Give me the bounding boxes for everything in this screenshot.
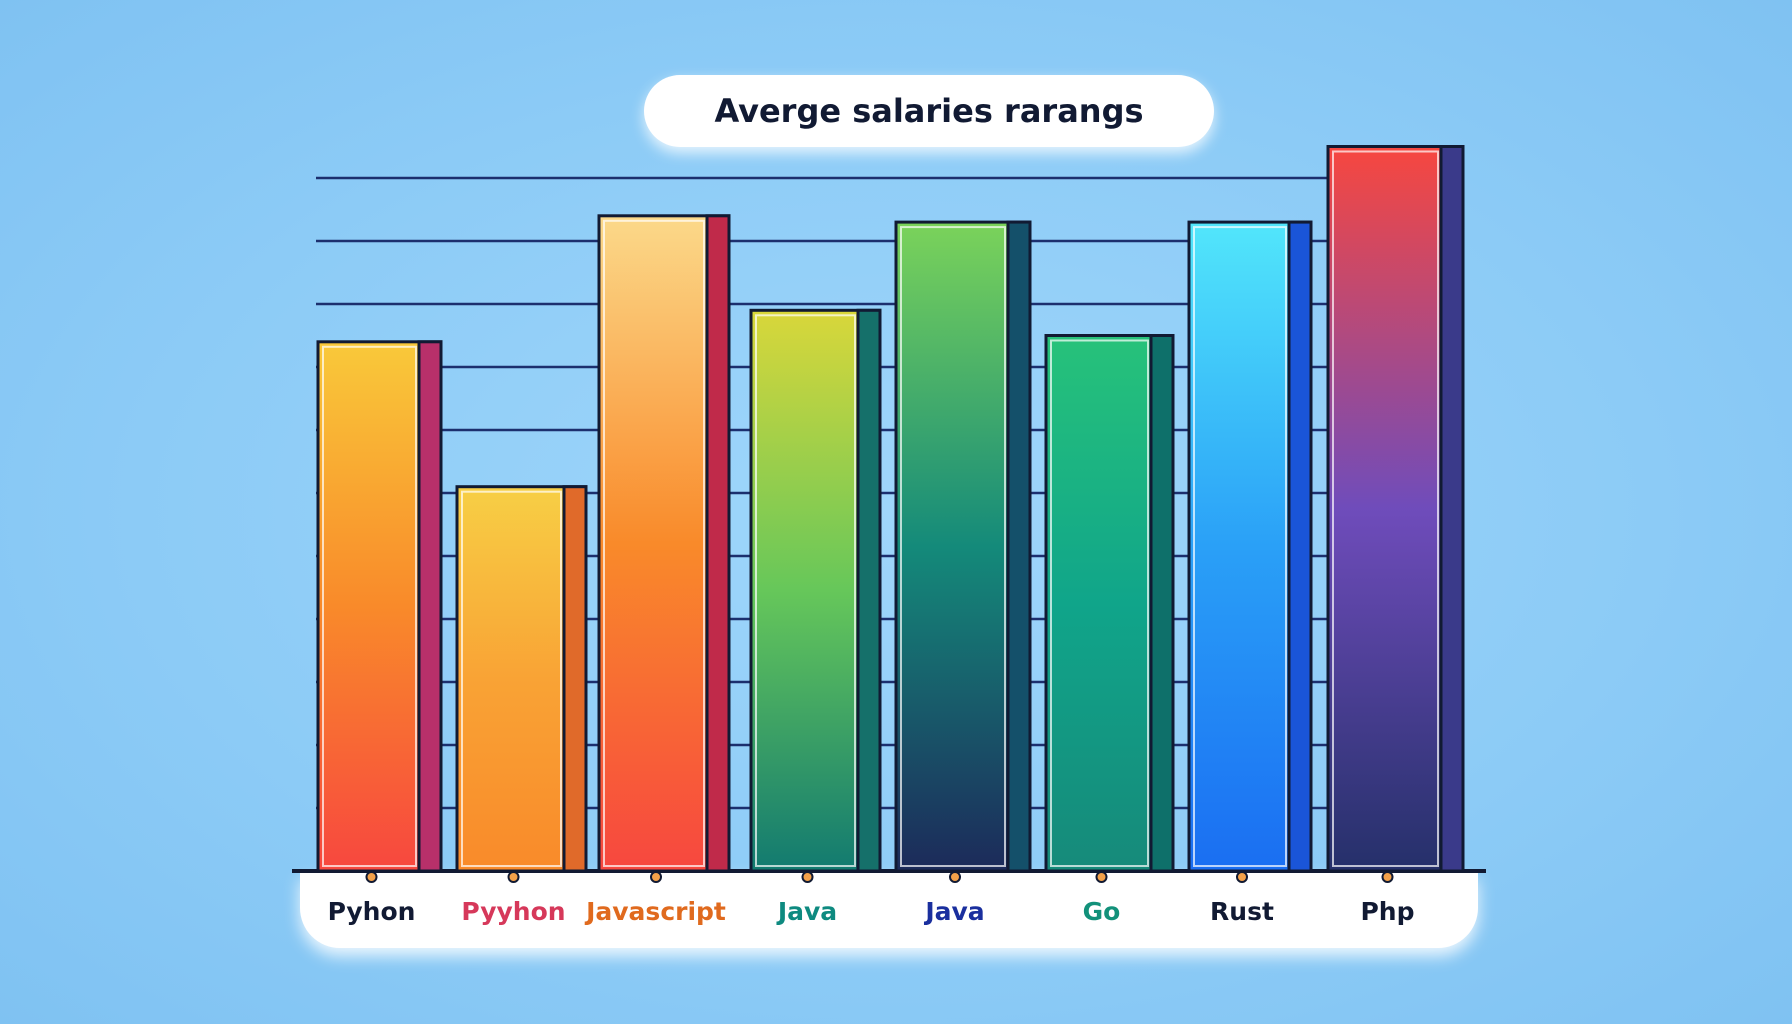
tick-marker (1236, 871, 1248, 883)
bar (455, 485, 588, 873)
bar-highlight (755, 314, 856, 867)
x-tick-label: Javascript (584, 897, 726, 926)
x-tick-label: Rust (1210, 897, 1274, 926)
bar-highlight (322, 345, 417, 867)
bar-highlight (1050, 339, 1149, 867)
tick-marker (507, 871, 520, 883)
bar-highlight (900, 226, 1006, 868)
bar (1187, 220, 1313, 873)
bar-highlight (603, 219, 705, 868)
bar (316, 340, 443, 873)
tick-marker (1381, 871, 1394, 883)
bar-side (562, 485, 588, 873)
bar-side (1439, 145, 1465, 873)
bar (1044, 334, 1175, 873)
bar-side (1287, 220, 1313, 873)
bar-highlight (1193, 226, 1287, 868)
x-tick-label: Pyhon (328, 897, 416, 926)
chart-title: Averge salaries rarangs (714, 92, 1144, 130)
x-tick-label: Java (923, 897, 984, 926)
tick-marker (801, 871, 814, 883)
x-axis-label-band (300, 872, 1478, 948)
tick-marker (365, 871, 378, 883)
bar-side (856, 308, 882, 873)
bar-highlight (1332, 150, 1439, 867)
x-tick-label: Php (1360, 897, 1414, 926)
bar-side (1006, 220, 1032, 873)
bar-highlight (461, 490, 562, 867)
tick-marker (650, 871, 662, 883)
bar-side (705, 214, 731, 873)
bar (597, 214, 731, 873)
x-tick-label: Go (1083, 897, 1121, 926)
bar-side (1149, 334, 1175, 873)
bar (894, 220, 1032, 873)
x-tick-label: Pyyhon (461, 897, 565, 926)
x-tick-label: Java (776, 897, 837, 926)
tick-marker (1095, 871, 1108, 883)
bar (749, 308, 882, 873)
bar-side (417, 340, 443, 873)
bar (1326, 145, 1465, 873)
chart-title-box: Averge salaries rarangs (644, 75, 1214, 147)
tick-marker (949, 871, 961, 883)
